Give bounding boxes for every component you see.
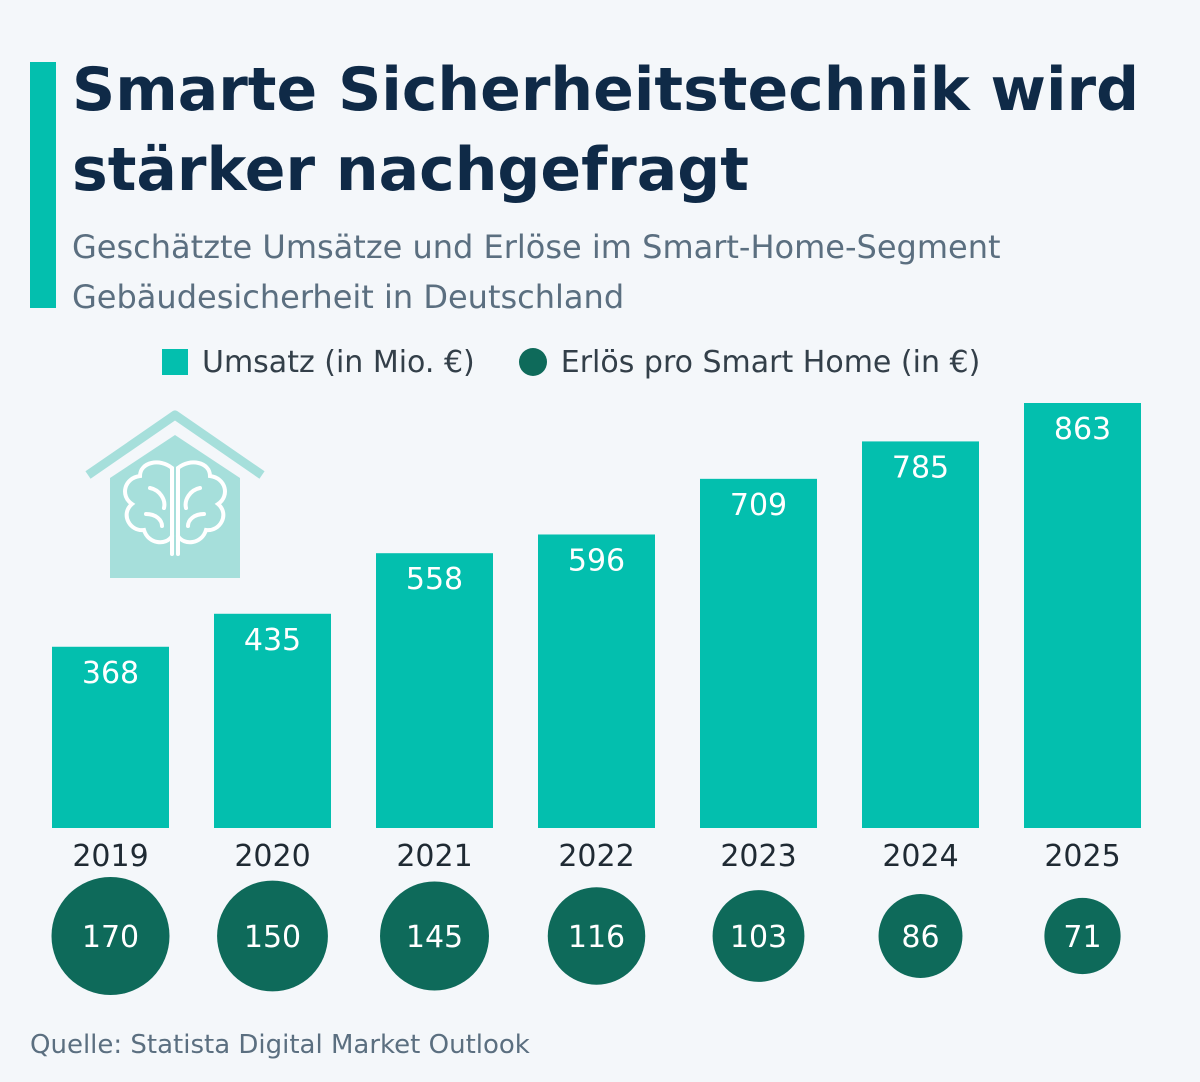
page-title: Smarte Sicherheitstechnik wird stärker n… <box>72 55 1140 205</box>
legend-item-erloes: Erlös pro Smart Home (in €) <box>518 344 981 380</box>
bar-2022 <box>538 534 655 828</box>
tick-label-2020: 2020 <box>234 839 310 874</box>
dot-2022 <box>547 887 646 985</box>
chart-legend: Umsatz (in Mio. €) Erlös pro Smart Home … <box>162 340 1024 384</box>
bars-layer: 368 2019 170 435 2020 150 558 2021 145 596 2022 116… <box>51 403 1141 995</box>
dot-2020 <box>217 880 328 992</box>
house-roof-icon <box>85 410 265 479</box>
bar-label-2025: 863 <box>1054 412 1111 447</box>
dot-2025 <box>1044 897 1121 975</box>
tick-label-2021: 2021 <box>396 839 472 874</box>
dot-label-2021: 145 <box>406 920 463 955</box>
bar-label-2020: 435 <box>244 623 301 658</box>
brain-icon <box>123 460 227 556</box>
dot-label-2024: 86 <box>901 920 939 955</box>
legend-item-umsatz: Umsatz (in Mio. €) <box>162 345 475 380</box>
dot-2019 <box>51 877 170 995</box>
dot-label-2020: 150 <box>244 920 301 955</box>
dot-2024 <box>878 894 963 978</box>
bar-2025 <box>1024 403 1141 828</box>
dot-label-2019: 170 <box>82 920 139 955</box>
legend-dot-erloes <box>518 348 547 376</box>
bar-label-2024: 785 <box>892 450 949 485</box>
tick-label-2022: 2022 <box>558 839 634 874</box>
bar-2019 <box>52 646 169 828</box>
bar-2023 <box>700 478 817 828</box>
tick-label-2019: 2019 <box>72 839 148 874</box>
dot-2023 <box>712 890 805 982</box>
dot-label-2025: 71 <box>1063 920 1101 955</box>
legend-swatch-umsatz <box>162 349 188 375</box>
source-note: Quelle: Statista Digital Market Outlook <box>30 1030 530 1060</box>
accent-bar <box>30 62 56 308</box>
bar-2020 <box>214 613 331 828</box>
dot-2021 <box>380 881 489 991</box>
bar-2021 <box>376 553 493 828</box>
bar-2024 <box>862 441 979 828</box>
bar-label-2019: 368 <box>82 656 139 691</box>
bar-label-2022: 596 <box>568 543 625 578</box>
bar-label-2023: 709 <box>730 488 787 523</box>
smart-home-brain-icon <box>85 410 265 578</box>
bar-label-2021: 558 <box>406 562 463 597</box>
bar-chart: 368 2019 170 435 2020 150 558 2021 145 596 2022 116… <box>51 403 1141 995</box>
dot-label-2022: 116 <box>568 920 625 955</box>
tick-label-2024: 2024 <box>882 839 958 874</box>
dot-label-2023: 103 <box>730 920 787 955</box>
tick-label-2023: 2023 <box>720 839 796 874</box>
legend-label-erloes: Erlös pro Smart Home (in €) <box>560 344 981 380</box>
legend-label-umsatz: Umsatz (in Mio. €) <box>202 344 475 380</box>
tick-label-2025: 2025 <box>1044 839 1120 874</box>
page-subtitle: Geschätzte Umsätze und Erlöse im Smart-H… <box>72 228 1001 316</box>
